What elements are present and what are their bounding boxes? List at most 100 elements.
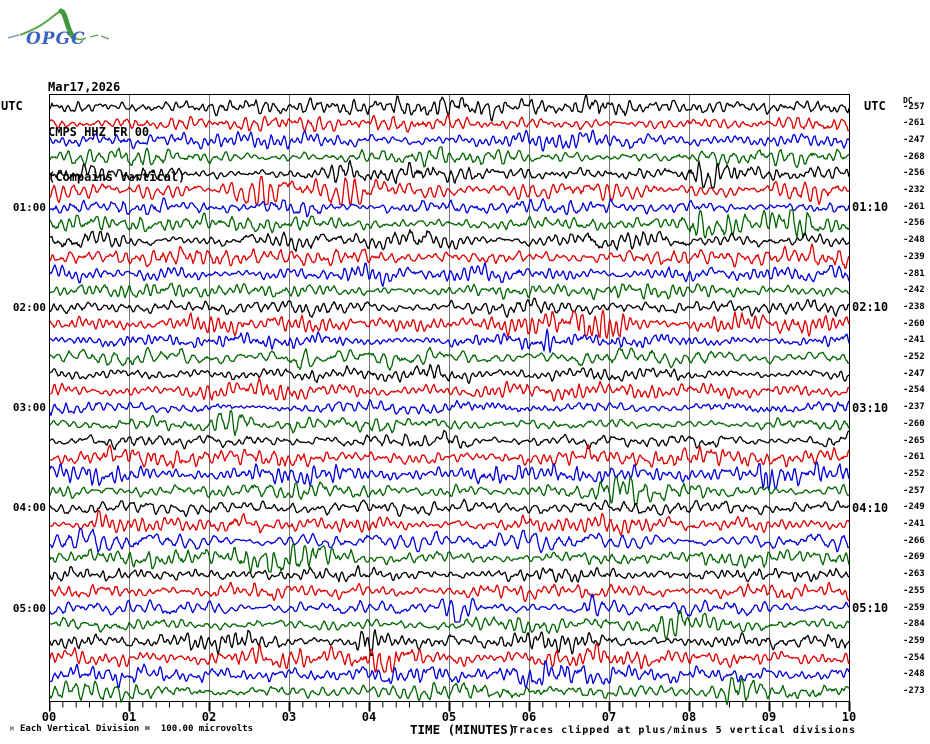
seismic-trace-05:00 [49, 593, 850, 623]
x-tick-label: 03 [281, 710, 297, 724]
seismic-trace-05:50 [49, 676, 850, 706]
logo-right-dashes [89, 34, 110, 40]
dc-value: -261 [903, 452, 925, 463]
dc-value: -281 [903, 268, 925, 279]
seismic-trace-00:40 [49, 159, 850, 189]
x-tick-label: 01 [121, 710, 137, 724]
seismic-trace-00:50 [49, 175, 850, 206]
utc-right-label: 04:10 [852, 500, 889, 515]
seismic-trace-03:30 [49, 444, 850, 469]
dc-value: -284 [903, 619, 925, 630]
utc-left-header: UTC [1, 99, 23, 113]
logo-text: OPGC [26, 29, 86, 49]
seismic-trace-05:20 [49, 629, 850, 657]
dc-value: -252 [903, 352, 925, 362]
opgc-logo: OPGC [7, 8, 110, 49]
dc-value: -248 [903, 235, 925, 246]
dc-value: -259 [903, 602, 925, 613]
vertical-division-note: Each Vertical Division = 100.00 microvol… [20, 724, 253, 734]
seismic-trace-01:10 [49, 209, 850, 239]
seismic-trace-04:30 [49, 543, 850, 573]
seismic-trace-02:00 [49, 297, 850, 318]
dc-value: -273 [903, 686, 925, 696]
seismic-trace-02:10 [49, 309, 850, 339]
seismic-trace-04:00 [49, 498, 850, 518]
dc-value: -247 [903, 368, 925, 379]
seismic-trace-04:50 [50, 581, 850, 603]
x-tick-label: 07 [601, 710, 617, 724]
x-tick-label: 09 [761, 710, 777, 724]
dc-value: -259 [903, 635, 925, 646]
seismic-trace-03:00 [49, 399, 850, 416]
logo-mountain-peak [58, 8, 77, 41]
x-tick-label: 05 [441, 710, 457, 724]
dc-value: -255 [903, 585, 925, 596]
seismic-trace-04:20 [49, 527, 849, 554]
dc-value: -237 [903, 402, 925, 413]
seismic-trace-05:30 [49, 643, 850, 673]
dc-value: -265 [903, 435, 925, 446]
seismic-trace-02:40 [49, 363, 850, 385]
x-tick-label: 04 [361, 710, 377, 724]
utc-left-label: 02:00 [12, 300, 46, 314]
utc-left-label: 03:00 [12, 401, 46, 415]
utc-right-label: 03:10 [852, 400, 889, 415]
utc-right-label: 02:10 [852, 300, 889, 315]
seismic-trace-01:00 [49, 197, 850, 218]
utc-left-label: 05:00 [12, 601, 46, 615]
seismic-trace-03:20 [49, 429, 850, 451]
seismic-trace-01:30 [49, 243, 850, 270]
utc-right-header: UTC [864, 99, 886, 113]
x-tick-label: 08 [681, 710, 697, 724]
x-tick-label: 02 [201, 710, 217, 724]
dc-value: -257 [903, 101, 925, 112]
dc-value: -261 [903, 201, 925, 212]
logo-left-dash [7, 34, 20, 39]
dc-value: -254 [903, 652, 925, 663]
dc-value: -268 [903, 151, 925, 162]
seismic-trace-01:20 [49, 229, 850, 253]
x-axis-title: TIME (MINUTES) [410, 722, 516, 737]
dc-value: -238 [903, 301, 925, 312]
dc-value: -256 [903, 218, 925, 229]
seismic-trace-00:30 [49, 146, 850, 169]
dc-value: -269 [903, 552, 925, 563]
clipping-note: Traces clipped at plus/minus 5 vertical … [512, 725, 857, 736]
header-date: Mar17,2026 [48, 80, 121, 94]
x-tick-label: 06 [521, 710, 537, 724]
seismic-trace-00:20 [49, 129, 850, 152]
dc-value: -266 [903, 535, 925, 546]
utc-right-label: 05:10 [852, 601, 889, 615]
dc-value: -257 [903, 485, 925, 496]
dc-value: -261 [903, 118, 925, 129]
seismic-trace-00:10 [49, 113, 850, 133]
utc-left-label: 01:00 [12, 200, 46, 214]
seismic-trace-03:10 [49, 409, 850, 437]
dc-header: DC [903, 96, 913, 105]
dc-value: -260 [903, 318, 925, 329]
dc-value: -248 [903, 669, 925, 680]
seismic-trace-01:50 [49, 282, 850, 301]
dc-value: -263 [903, 569, 925, 580]
seismic-trace-03:50 [49, 476, 850, 506]
seismic-trace-02:20 [49, 328, 850, 353]
seismic-trace-05:10 [49, 610, 850, 640]
utc-right-label: 01:10 [852, 200, 889, 215]
logo-mountain-slope [19, 10, 62, 36]
dc-value: -239 [903, 251, 925, 262]
dc-value: -256 [903, 168, 925, 179]
dc-value: -241 [903, 519, 925, 529]
seismic-trace-04:10 [49, 509, 850, 537]
dc-value: -241 [903, 335, 925, 346]
dc-value: -254 [903, 385, 925, 396]
dc-value: -247 [903, 134, 925, 145]
x-tick-label: 00 [41, 710, 57, 724]
dc-value: -252 [903, 468, 925, 479]
x-tick-label: 10 [841, 710, 857, 724]
seismic-trace-04:40 [49, 564, 850, 583]
